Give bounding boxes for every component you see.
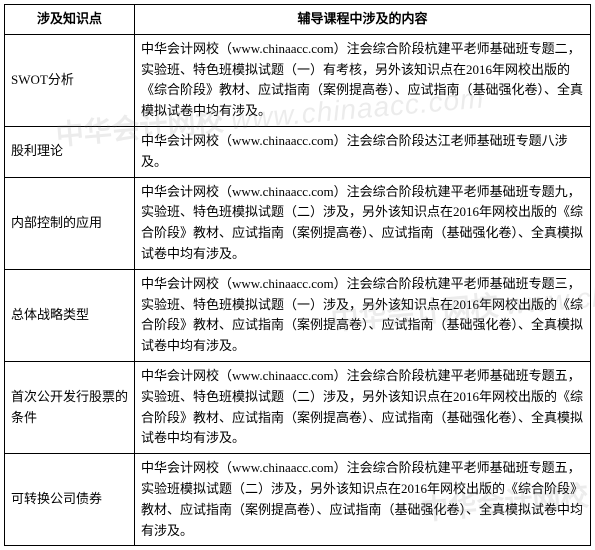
table-row: 可转换公司债券 中华会计网校（www.chinaacc.com）注会综合阶段杭建… <box>5 454 591 546</box>
table-header-row: 涉及知识点 辅导课程中涉及的内容 <box>5 5 591 35</box>
header-content: 辅导课程中涉及的内容 <box>135 5 591 35</box>
cell-content: 中华会计网校（www.chinaacc.com）注会综合阶段达江老师基础班专题八… <box>135 126 591 177</box>
cell-topic: 股利理论 <box>5 126 135 177</box>
cell-topic: 内部控制的应用 <box>5 177 135 269</box>
table-body: SWOT分析 中华会计网校（www.chinaacc.com）注会综合阶段杭建平… <box>5 34 591 546</box>
cell-content: 中华会计网校（www.chinaacc.com）注会综合阶段杭建平老师基础班专题… <box>135 34 591 126</box>
cell-content: 中华会计网校（www.chinaacc.com）注会综合阶段杭建平老师基础班专题… <box>135 454 591 546</box>
cell-content: 中华会计网校（www.chinaacc.com）注会综合阶段杭建平老师基础班专题… <box>135 269 591 361</box>
cell-topic: 可转换公司债券 <box>5 454 135 546</box>
table-row: SWOT分析 中华会计网校（www.chinaacc.com）注会综合阶段杭建平… <box>5 34 591 126</box>
table-row: 首次公开发行股票的条件 中华会计网校（www.chinaacc.com）注会综合… <box>5 361 591 453</box>
cell-content: 中华会计网校（www.chinaacc.com）注会综合阶段杭建平老师基础班专题… <box>135 177 591 269</box>
header-topic: 涉及知识点 <box>5 5 135 35</box>
knowledge-table: 涉及知识点 辅导课程中涉及的内容 SWOT分析 中华会计网校（www.china… <box>4 4 591 546</box>
table-row: 总体战略类型 中华会计网校（www.chinaacc.com）注会综合阶段杭建平… <box>5 269 591 361</box>
cell-topic: 首次公开发行股票的条件 <box>5 361 135 453</box>
cell-content: 中华会计网校（www.chinaacc.com）注会综合阶段杭建平老师基础班专题… <box>135 361 591 453</box>
table-row: 股利理论 中华会计网校（www.chinaacc.com）注会综合阶段达江老师基… <box>5 126 591 177</box>
cell-topic: 总体战略类型 <box>5 269 135 361</box>
table-row: 内部控制的应用 中华会计网校（www.chinaacc.com）注会综合阶段杭建… <box>5 177 591 269</box>
cell-topic: SWOT分析 <box>5 34 135 126</box>
